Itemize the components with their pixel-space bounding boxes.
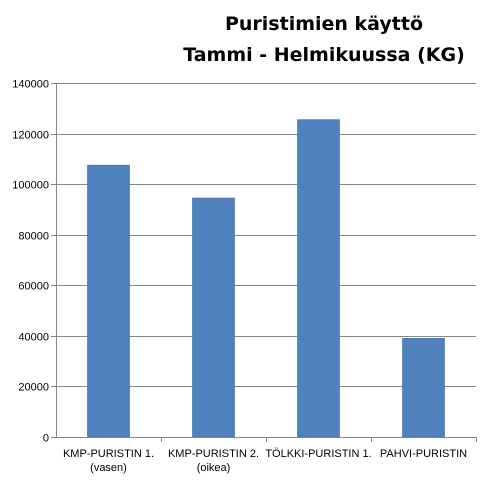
chart-subtitle: Tammi - Helmikuussa (KG) — [183, 44, 465, 66]
x-category-label: (vasen) — [90, 462, 127, 474]
x-category-label: PAHVI-PURISTIN — [380, 448, 467, 460]
bar — [87, 164, 130, 438]
x-category-labels: KMP-PURISTIN 1. (vasen) KMP-PURISTIN 2. (oi… — [63, 448, 467, 474]
chart-title: Puristimien käyttö — [225, 13, 423, 35]
y-tick-label: 0 — [43, 433, 49, 445]
y-tick-label: 140000 — [12, 79, 49, 91]
x-category-label: (oikea) — [197, 462, 231, 474]
x-category-label: KMP-PURISTIN 2. — [168, 448, 259, 460]
bars — [87, 119, 445, 438]
y-tick-label: 60000 — [18, 281, 49, 293]
y-tick-label: 20000 — [18, 382, 49, 394]
x-category-label: KMP-PURISTIN 1. — [63, 448, 154, 460]
y-tick-label: 120000 — [12, 130, 49, 142]
bar — [297, 119, 340, 438]
bar — [192, 197, 235, 438]
axes — [51, 83, 477, 442]
y-tick-label: 100000 — [12, 180, 49, 192]
x-category-label: TÖLKKI-PURISTIN 1. — [265, 448, 371, 460]
y-tick-labels: 0 20000 40000 60000 80000 100000 120000 140000 — [12, 79, 49, 445]
y-tick-label: 40000 — [18, 332, 49, 344]
y-tick-label: 80000 — [18, 231, 49, 243]
bar — [402, 338, 445, 438]
